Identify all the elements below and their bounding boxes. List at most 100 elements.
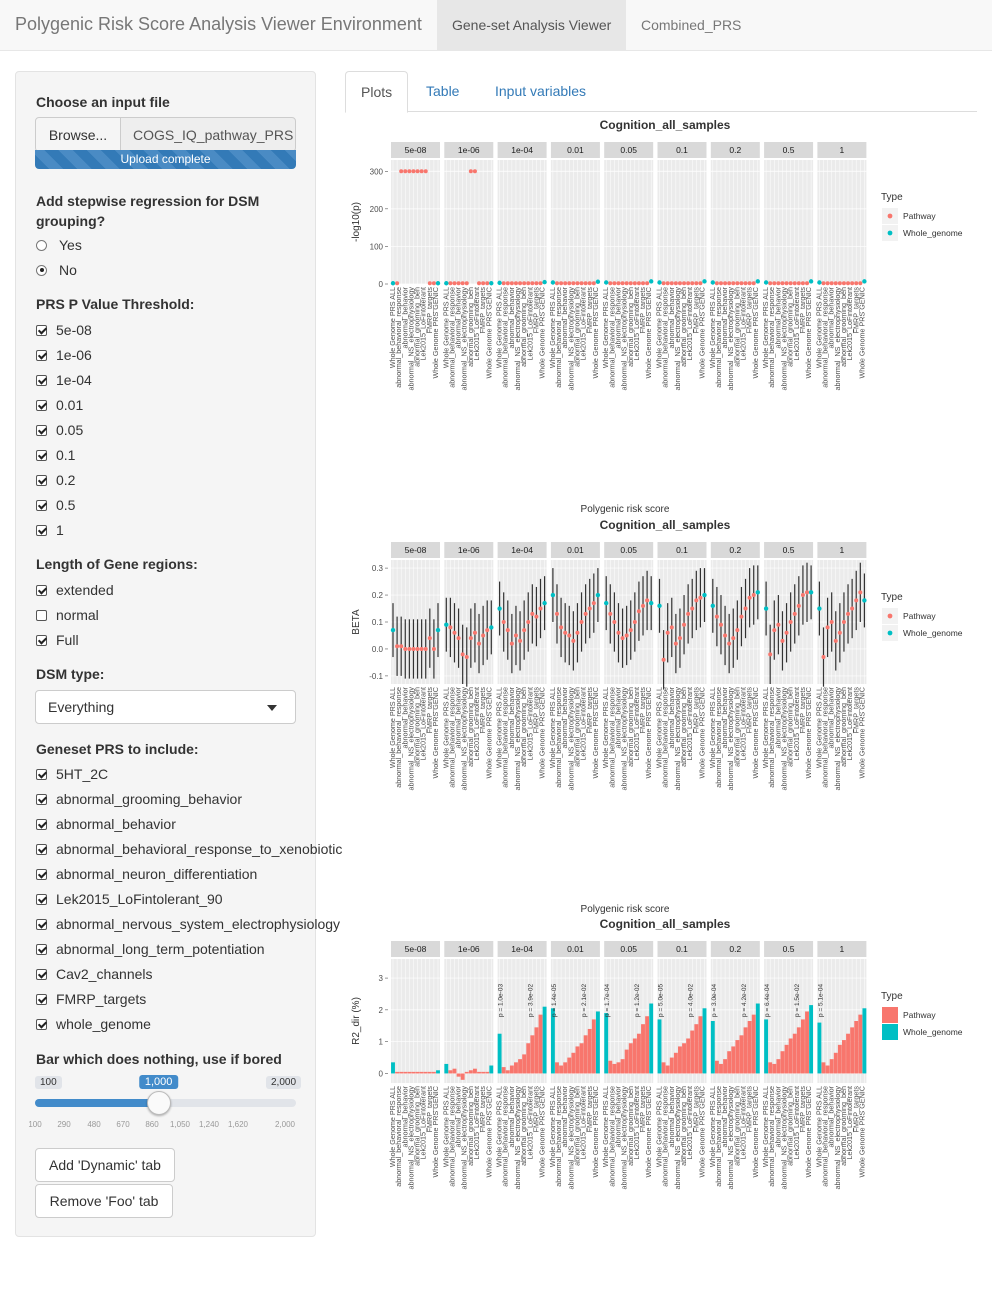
threshold-checkbox-indicator[interactable]: [36, 449, 47, 461]
geneset-checkbox-indicator[interactable]: [36, 868, 47, 880]
threshold-checkbox-indicator[interactable]: [36, 424, 47, 436]
x-tick-label: abnormal_NS_electrophysiology: [566, 687, 575, 791]
geneset-checkbox-indicator[interactable]: [36, 943, 47, 955]
bar-pathway: [661, 1062, 666, 1074]
x-tick-label: FMRP_targets: [691, 287, 700, 334]
x-tick-label: Whole Genome PRS ALL: [708, 1086, 717, 1167]
gene-region-checkbox-indicator[interactable]: [36, 609, 47, 621]
threshold-checkbox-indicator[interactable]: [36, 399, 47, 411]
point-pathway: [591, 281, 596, 286]
tab-table[interactable]: Table: [426, 83, 460, 99]
dsm-type-select[interactable]: Everything: [35, 690, 296, 724]
gene-region-checkbox-indicator[interactable]: [36, 634, 47, 646]
geneset-checkbox-9[interactable]: FMRP_targets: [36, 989, 146, 1009]
threshold-checkbox-0[interactable]: 5e-08: [36, 320, 92, 340]
point-pathway: [501, 281, 506, 286]
geneset-checkbox-indicator[interactable]: [36, 893, 47, 905]
geneset-checkbox-6[interactable]: abnormal_nervous_system_electrophysiolog…: [36, 914, 340, 934]
threshold-checkbox-6[interactable]: 0.2: [36, 470, 75, 490]
x-tick-label: abnormal_behavioral_response: [714, 687, 723, 788]
geneset-checkbox-indicator[interactable]: [36, 768, 47, 780]
geneset-checkbox-5[interactable]: Lek2015_LoFintolerant_90: [36, 889, 223, 909]
geneset-checkbox-indicator[interactable]: [36, 793, 47, 805]
threshold-checkbox-indicator[interactable]: [36, 524, 47, 536]
threshold-checkbox-7[interactable]: 0.5: [36, 495, 75, 515]
x-tick-label: abnormal_behavior: [507, 686, 516, 748]
threshold-checkbox-5[interactable]: 0.1: [36, 445, 75, 465]
geneset-checkbox-4[interactable]: abnormal_neuron_differentiation: [36, 864, 257, 884]
point-pathway: [522, 628, 527, 633]
geneset-checkbox-indicator[interactable]: [36, 993, 47, 1005]
x-tick-label: FMRP_targets: [478, 1086, 487, 1133]
radio-yes-indicator[interactable]: [36, 239, 47, 251]
gene-region-checkbox-2[interactable]: Full: [36, 630, 79, 650]
tab-plots[interactable]: Plots: [345, 71, 409, 113]
x-tick-label: abnormal_behavioral_response: [447, 687, 456, 788]
x-tick-label: Whole Genome PRS GENIC: [804, 1086, 813, 1177]
geneset-checkbox-7[interactable]: abnormal_long_term_potentiation: [36, 939, 265, 959]
slider-handle[interactable]: [146, 1091, 171, 1115]
x-tick-label: abnormal_behavioral_response: [821, 1086, 830, 1187]
geneset-checkbox-indicator[interactable]: [36, 918, 47, 930]
dsm-type-label: DSM type:: [36, 666, 105, 682]
slider-tick-label: 1,050: [169, 1120, 191, 1129]
x-tick-label: abnormal_grooming_beh: [626, 287, 635, 367]
geneset-checkbox-indicator[interactable]: [36, 968, 47, 980]
geneset-checkbox-indicator[interactable]: [36, 1018, 47, 1030]
point-pathway: [554, 281, 559, 286]
add-dynamic-tab-button[interactable]: Add 'Dynamic' tab: [35, 1148, 175, 1182]
x-tick-label: abnormal_grooming_beh: [786, 687, 795, 767]
x-tick-label: abnormal_behavior: [507, 1085, 516, 1147]
remove-foo-tab-button[interactable]: Remove 'Foo' tab: [35, 1184, 173, 1218]
geneset-checkbox-8[interactable]: Cav2_channels: [36, 964, 153, 984]
tab-gene-set-analysis-viewer[interactable]: Gene-set Analysis Viewer: [437, 0, 627, 50]
geneset-checkbox-indicator[interactable]: [36, 818, 47, 830]
x-tick-label: abnormal_grooming_beh: [519, 287, 528, 367]
point-pathway: [796, 281, 801, 286]
threshold-checkbox-indicator[interactable]: [36, 474, 47, 486]
radio-no[interactable]: No: [36, 260, 77, 280]
x-tick-label: abnormal_grooming_beh: [679, 287, 688, 367]
threshold-checkbox-1[interactable]: 1e-06: [36, 345, 92, 365]
geneset-checkbox-3[interactable]: abnormal_behavioral_response_to_xenobiot…: [36, 839, 342, 859]
file-name-field[interactable]: COGS_IQ_pathway_PRS: [120, 117, 296, 152]
y-tick-label: 2: [379, 1006, 384, 1015]
threshold-checkbox-3[interactable]: 0.01: [36, 395, 83, 415]
point-pathway: [628, 628, 633, 633]
gene-region-checkbox-label: normal: [56, 607, 99, 623]
threshold-checkbox-indicator[interactable]: [36, 324, 47, 336]
bar-whole-genome: [497, 1033, 502, 1074]
point-pathway: [399, 169, 404, 174]
geneset-checkbox-2[interactable]: abnormal_behavior: [36, 814, 176, 834]
x-tick-label: abnormal_NS_electrophysiology: [780, 1086, 789, 1190]
threshold-checkbox-2[interactable]: 1e-04: [36, 370, 92, 390]
tab-input-variables[interactable]: Input variables: [495, 83, 587, 99]
geneset-checkbox-indicator[interactable]: [36, 843, 47, 855]
facet-strip: [657, 542, 707, 558]
gene-region-checkbox-indicator[interactable]: [36, 584, 47, 596]
geneset-checkbox-10[interactable]: whole_genome: [36, 1014, 151, 1034]
threshold-checkbox-indicator[interactable]: [36, 499, 47, 511]
point-pathway: [407, 169, 412, 174]
bar-pathway: [784, 1044, 789, 1074]
threshold-checkbox-8[interactable]: 1: [36, 520, 64, 540]
browse-button[interactable]: Browse...: [35, 117, 121, 152]
x-tick-label: abnormal_behavioral_response: [767, 287, 776, 388]
point-pathway: [727, 641, 732, 646]
facet-panel: [710, 959, 760, 1083]
radio-no-indicator[interactable]: [36, 264, 47, 276]
x-tick-label: abnormal_NS_electrophysiology: [833, 287, 842, 391]
geneset-checkbox-1[interactable]: abnormal_grooming_behavior: [36, 789, 242, 809]
threshold-checkbox-4[interactable]: 0.05: [36, 420, 83, 440]
legend-key: [882, 1007, 898, 1023]
x-tick-label: abnormal_behavior: [773, 686, 782, 748]
geneset-checkbox-0[interactable]: 5HT_2C: [36, 764, 108, 784]
geneset-checkbox-label: FMRP_targets: [56, 991, 147, 1007]
tab-combined-prs[interactable]: Combined_PRS: [641, 17, 742, 33]
threshold-checkbox-indicator[interactable]: [36, 374, 47, 386]
gene-region-checkbox-0[interactable]: extended: [36, 580, 114, 600]
gene-region-checkbox-1[interactable]: normal: [36, 605, 99, 625]
radio-yes[interactable]: Yes: [36, 235, 82, 255]
facet-panel: [657, 160, 707, 284]
threshold-checkbox-indicator[interactable]: [36, 349, 47, 361]
